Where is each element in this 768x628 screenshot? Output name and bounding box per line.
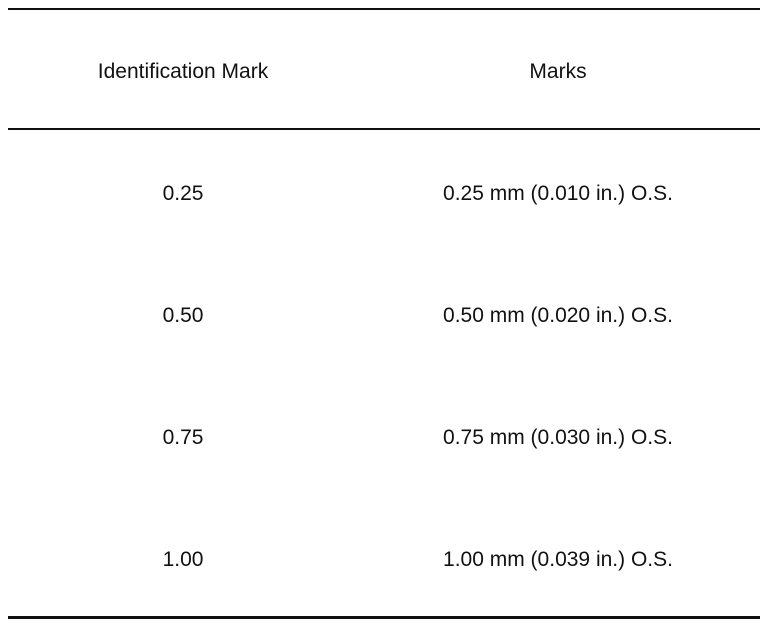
table-cell: 0.50 mm (0.020 in.) O.S.: [443, 304, 673, 327]
bottom-rule: [8, 616, 760, 619]
header-cell: Identification Mark: [97, 60, 269, 83]
top-rule: [8, 8, 760, 10]
table-cell: 0.25 mm (0.010 in.) O.S.: [443, 182, 673, 205]
table-cell: 1.00 mm (0.039 in.) O.S.: [443, 548, 673, 571]
header-cell: Marks: [529, 60, 587, 83]
header-rule: [8, 128, 760, 130]
table-cell: 0.75 mm (0.030 in.) O.S.: [443, 426, 673, 449]
table-cell: 1.00: [162, 548, 204, 571]
table-cell: 0.25: [162, 182, 204, 205]
table-cell: 0.75: [162, 426, 204, 449]
table-cell: 0.50: [162, 304, 204, 327]
